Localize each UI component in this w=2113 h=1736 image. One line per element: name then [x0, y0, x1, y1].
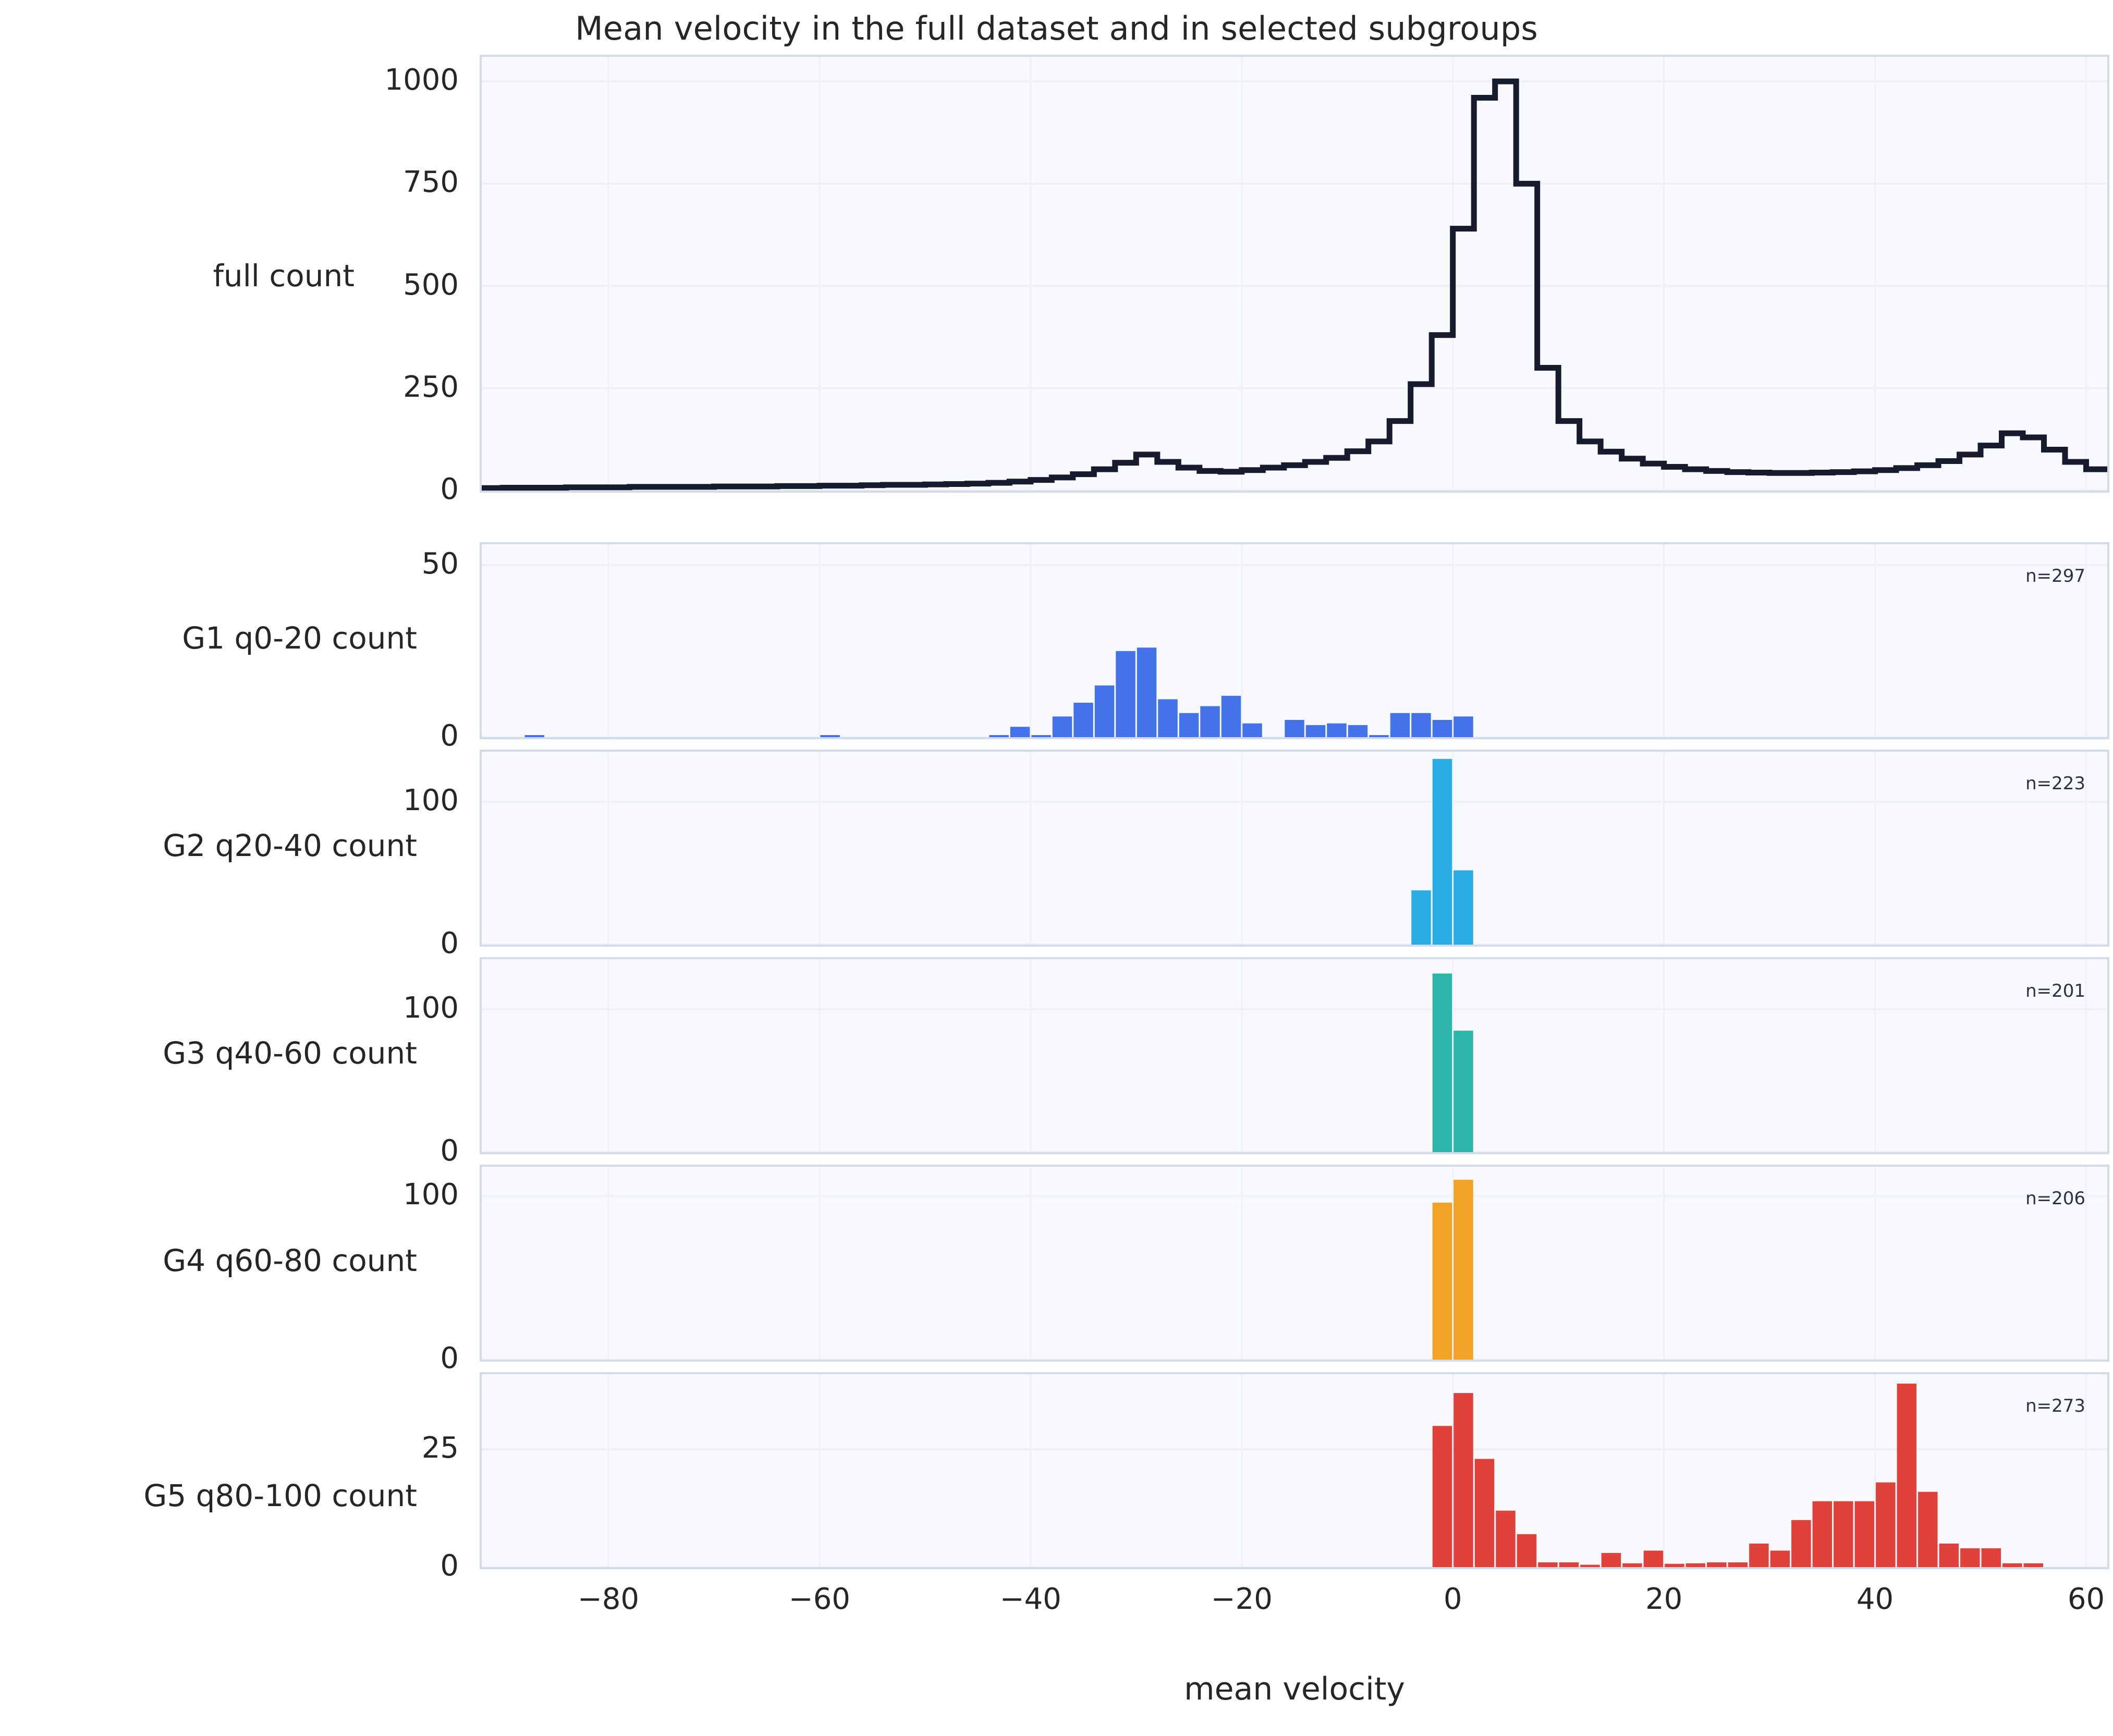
row-label-g1: G1 q0-20 count	[182, 620, 417, 656]
chart-title: Mean velocity in the full dataset and in…	[575, 9, 1538, 47]
x-axis-label: mean velocity	[1184, 1671, 1405, 1707]
panel-g5	[480, 1372, 2109, 1569]
gridlines	[482, 544, 2107, 737]
histogram-bars	[1432, 973, 1473, 1152]
y-tick-label: 100	[403, 783, 459, 817]
sample-size-g3: n=201	[2025, 981, 2085, 1001]
y-tick-label: 50	[421, 546, 459, 581]
x-tick-label: −80	[577, 1582, 640, 1616]
sample-size-g1: n=297	[2025, 566, 2085, 586]
y-tick-label: 0	[440, 1549, 459, 1583]
plot-area-g1	[482, 544, 2107, 737]
histogram-bars	[1432, 1180, 1473, 1360]
gridlines	[482, 57, 2107, 491]
plot-area-g3	[482, 959, 2107, 1152]
x-tick-label: −60	[788, 1582, 850, 1616]
plot-area-full-count	[482, 57, 2107, 491]
y-tick-label: 750	[403, 165, 459, 200]
row-label-g3: G3 q40-60 count	[163, 1035, 417, 1071]
x-tick-label: 0	[1443, 1582, 1462, 1616]
y-tick-label: 0	[440, 1341, 459, 1375]
gridlines	[482, 959, 2107, 1152]
gridlines	[482, 1167, 2107, 1360]
plot-area-g4	[482, 1167, 2107, 1360]
y-tick-label: 0	[440, 472, 459, 506]
x-tick-label: 40	[1856, 1582, 1894, 1616]
y-tick-label: 100	[403, 991, 459, 1025]
row-label-g4: G4 q60-80 count	[163, 1243, 417, 1278]
gridlines	[482, 752, 2107, 945]
sample-size-g5: n=273	[2025, 1396, 2085, 1416]
x-tick-label: −40	[999, 1582, 1061, 1616]
panel-g4	[480, 1165, 2109, 1362]
panel-full-count	[480, 55, 2109, 493]
y-tick-label: 0	[440, 1134, 459, 1168]
y-tick-label: 0	[440, 719, 459, 753]
panel-g3	[480, 957, 2109, 1154]
sample-size-g2: n=223	[2025, 773, 2085, 794]
plot-area-g2	[482, 752, 2107, 945]
x-tick-label: −20	[1211, 1582, 1273, 1616]
y-tick-label: 25	[421, 1431, 459, 1465]
sample-size-g4: n=206	[2025, 1188, 2085, 1209]
y-tick-label: 500	[403, 267, 459, 302]
y-tick-label: 1000	[384, 63, 459, 97]
panel-g1	[480, 542, 2109, 739]
row-label-g2: G2 q20-40 count	[163, 828, 417, 863]
panel-g2	[480, 750, 2109, 947]
y-tick-label: 0	[440, 926, 459, 960]
x-tick-label: 60	[2067, 1582, 2105, 1616]
y-tick-label: 100	[403, 1178, 459, 1212]
histogram-bars	[524, 647, 1473, 737]
histogram-bars	[1432, 1384, 2044, 1567]
step-histogram-line	[482, 78, 2107, 491]
gridlines	[482, 1374, 2107, 1567]
row-label-full-count: full count	[213, 258, 355, 294]
row-label-g5: G5 q80-100 count	[143, 1478, 417, 1513]
histogram-bars	[1411, 759, 1473, 945]
plot-area-g5	[482, 1374, 2107, 1567]
x-tick-label: 20	[1645, 1582, 1683, 1616]
y-tick-label: 250	[403, 370, 459, 404]
